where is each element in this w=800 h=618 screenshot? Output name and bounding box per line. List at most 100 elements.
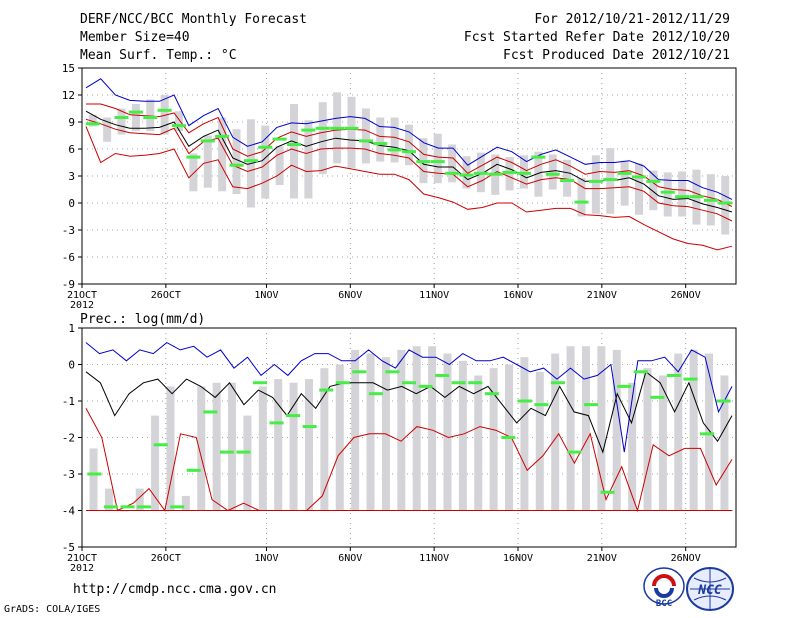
p0-obs-marker <box>172 124 187 128</box>
p1-obs-marker <box>451 381 466 385</box>
p0-x-tick-label: 11NOV <box>419 290 449 301</box>
p1-y-tick-label: -3 <box>62 468 75 481</box>
p1-obs-marker <box>517 399 532 403</box>
p0-obs-marker <box>143 116 158 119</box>
p1-spread-box <box>351 349 360 511</box>
p0-obs-marker <box>358 139 373 143</box>
p1-obs-marker <box>600 490 615 494</box>
p1-series-mean <box>85 370 733 454</box>
ncc-logo-text: NCC <box>697 583 722 598</box>
p0-obs-marker <box>243 159 258 163</box>
p0-spread-box <box>232 129 241 194</box>
p0-obs-marker <box>402 150 416 154</box>
footer-url[interactable]: http://cmdp.ncc.cma.gov.cn <box>73 582 277 597</box>
p0-obs-marker <box>287 143 302 146</box>
p0-spread-box <box>318 102 327 175</box>
p0-spread-box <box>175 111 184 131</box>
p0-series-max <box>85 78 733 200</box>
p1-spread-box <box>304 379 313 511</box>
p0-spread-box <box>361 108 370 164</box>
p1-obs-marker <box>236 450 251 454</box>
p0-spread-box <box>189 153 198 192</box>
p1-obs-marker <box>186 468 201 472</box>
p0-obs-marker <box>574 200 589 204</box>
p0-obs-marker <box>588 179 603 183</box>
p0-spread-box <box>620 160 629 206</box>
p1-spread-box <box>428 346 437 511</box>
p0-obs-marker <box>387 148 402 152</box>
p0-spread-box <box>405 124 413 166</box>
p1-spread-box <box>89 448 98 511</box>
p0-spread-box <box>304 120 313 199</box>
p0-x-tick-label: 1NOV <box>254 290 278 301</box>
p0-series-min <box>85 126 733 251</box>
p0-x-tick-label: 21OCT <box>67 290 97 301</box>
p0-spread-box <box>203 135 212 188</box>
p1-spread-box <box>397 349 406 511</box>
p0-obs-marker <box>157 108 172 112</box>
p1-spread-box <box>366 353 375 511</box>
p0-x-tick-label: 26OCT <box>151 290 181 301</box>
p1-obs-marker <box>567 450 582 454</box>
p1-spread-box <box>474 375 483 511</box>
p1-spread-box <box>274 379 283 511</box>
p1-spread-box <box>212 382 221 511</box>
p0-spread-box <box>548 154 557 190</box>
p1-x-tick-sublabel: 2012 <box>70 563 94 574</box>
p1-spread-box <box>489 368 498 511</box>
p1-x-tick-label: 16NOV <box>503 553 533 564</box>
p0-y-tick-label: 0 <box>68 197 75 210</box>
p0-spread-box <box>131 104 140 131</box>
p0-spread-box <box>663 172 672 217</box>
p1-spread-box <box>551 353 560 511</box>
p0-y-tick-label: 15 <box>62 62 75 75</box>
p1-spread-box <box>674 353 683 511</box>
p1-spread-box <box>520 357 529 511</box>
p0-spread-box <box>634 163 643 215</box>
p1-series-max <box>85 342 733 453</box>
p1-y-tick-label: 1 <box>68 322 75 335</box>
p1-obs-marker <box>666 373 681 377</box>
p1-obs-marker <box>120 505 135 509</box>
p0-obs-marker <box>330 126 345 130</box>
p0-y-tick-label: -6 <box>62 251 75 264</box>
p1-obs-marker <box>551 381 566 385</box>
p1-y-tick-label: -5 <box>62 541 75 554</box>
p0-obs-marker <box>315 126 330 130</box>
p0-x-tick-label: 6NOV <box>338 290 362 301</box>
p1-x-tick-label: 11NOV <box>419 553 449 564</box>
p1-y-tick-label: 0 <box>68 359 75 372</box>
p0-y-tick-label: 3 <box>68 170 75 183</box>
p1-y-tick-label: -4 <box>62 505 76 518</box>
p1-spread-box <box>658 375 667 511</box>
p1-x-tick-label: 1NOV <box>254 553 278 564</box>
p1-obs-marker <box>286 414 301 418</box>
member-size: Member Size=40 <box>80 30 190 45</box>
p1-obs-marker <box>352 370 367 374</box>
p1-series-min <box>85 408 733 513</box>
p0-obs-marker <box>200 139 215 143</box>
p0-x-tick-label: 26NOV <box>671 290 701 301</box>
p1-obs-marker <box>534 403 549 407</box>
p1-obs-marker <box>368 392 383 396</box>
p1-spread-box <box>535 371 544 511</box>
p0-spread-box <box>275 146 284 185</box>
p0-obs-marker <box>258 145 273 149</box>
p0-obs-marker <box>85 122 100 126</box>
p1-spread-box <box>258 386 267 511</box>
p0-obs-marker <box>603 178 618 182</box>
p0-obs-marker <box>445 171 460 175</box>
p0-spread-box <box>261 125 270 199</box>
p1-x-tick-label: 21NOV <box>587 553 617 564</box>
variable-label: Mean Surf. Temp.: °C <box>80 48 237 63</box>
p0-x-tick-sublabel: 2012 <box>70 300 94 311</box>
p1-spread-box <box>643 368 652 511</box>
p1-spread-box <box>228 382 237 511</box>
p0-obs-marker <box>272 137 287 141</box>
p1-spread-box <box>628 382 637 511</box>
p1-obs-marker <box>584 403 599 407</box>
p0-x-tick-label: 16NOV <box>503 290 533 301</box>
p1-spread-box <box>689 349 698 511</box>
p1-spread-box <box>197 386 206 511</box>
p1-spread-box <box>104 488 113 511</box>
